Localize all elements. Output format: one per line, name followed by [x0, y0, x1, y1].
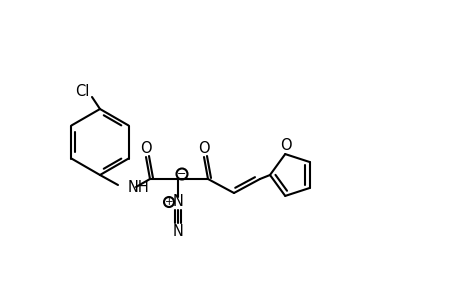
Text: +: +: [164, 197, 173, 207]
Text: Cl: Cl: [75, 83, 89, 98]
Text: O: O: [140, 140, 151, 155]
Text: O: O: [280, 138, 291, 153]
Text: N: N: [172, 224, 183, 239]
Text: N: N: [172, 194, 183, 209]
Text: −: −: [177, 169, 186, 179]
Text: O: O: [198, 140, 209, 155]
Text: NH: NH: [128, 179, 150, 194]
